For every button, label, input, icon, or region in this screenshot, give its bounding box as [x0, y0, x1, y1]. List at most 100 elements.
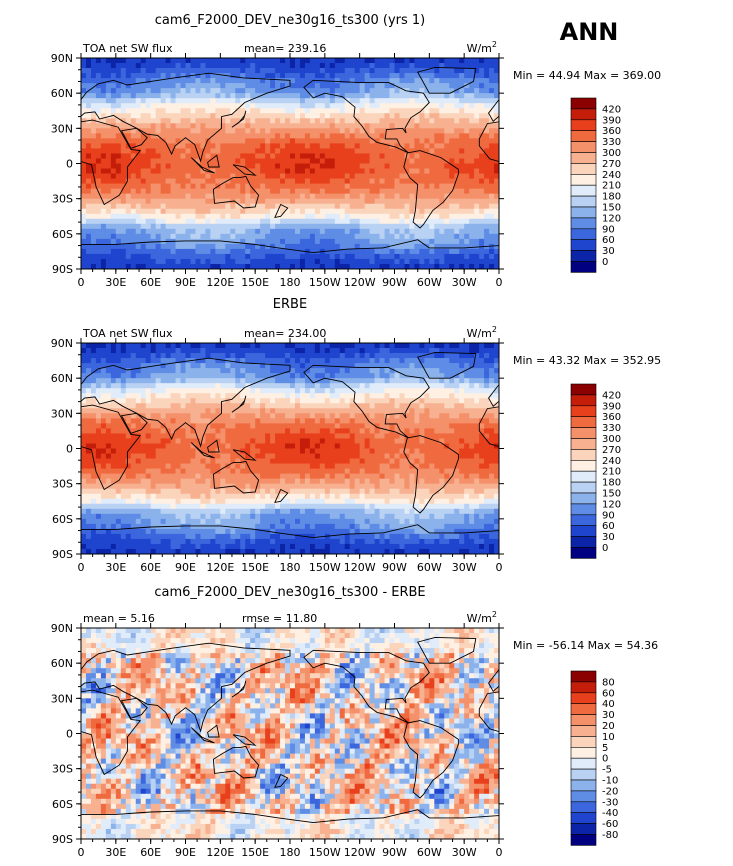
x-tick-label: 150E — [241, 276, 269, 289]
colorbar-label: 300 — [602, 148, 621, 159]
colorbar-swatch — [570, 703, 597, 715]
colorbar-label: 300 — [602, 434, 621, 445]
colorbar-swatch — [570, 184, 597, 197]
mean-label: rmse = 11.80 — [242, 612, 317, 625]
colorbar-label: 270 — [602, 159, 621, 170]
colorbar-swatch — [570, 217, 597, 230]
colorbar-label: 270 — [602, 445, 621, 456]
colorbar-label: -20 — [602, 786, 618, 797]
colorbar-label: 90 — [602, 224, 615, 235]
colorbar-label: 10 — [602, 732, 615, 743]
coastline — [207, 439, 220, 453]
coastline — [231, 110, 247, 128]
coastline — [120, 127, 148, 149]
colorbar-swatch — [570, 757, 597, 770]
colorbar-label: 420 — [602, 104, 621, 115]
coastline — [303, 79, 430, 154]
y-tick-label: 90N — [51, 622, 73, 635]
colorbar-swatch — [570, 239, 597, 251]
units-label: W/m2 — [467, 325, 497, 340]
coastline — [274, 773, 289, 789]
colorbar-swatch — [570, 692, 597, 704]
colorbar-swatch — [570, 514, 597, 526]
x-tick-label: 150W — [309, 561, 341, 574]
colorbar-swatch — [570, 670, 597, 683]
mean-label: mean= 239.16 — [244, 42, 326, 55]
x-tick-label: 120E — [206, 846, 234, 859]
colorbar-label: 0 — [602, 543, 608, 554]
colorbar-label: 90 — [602, 510, 615, 521]
colorbar-swatch — [570, 470, 597, 483]
coastline — [81, 357, 291, 448]
colorbar-swatch — [570, 130, 597, 142]
x-tick-label: 120E — [206, 561, 234, 574]
colorbar-label: -30 — [602, 797, 618, 808]
season-label: ANN — [560, 18, 619, 46]
colorbar-label: 360 — [602, 126, 621, 137]
x-tick-label: 0 — [496, 561, 503, 574]
y-tick-label: 60N — [51, 87, 73, 100]
y-tick-label: 60S — [52, 513, 73, 526]
y-tick-label: 90S — [52, 548, 73, 561]
colorbar-swatch — [570, 394, 597, 407]
panel-3: cam6_F2000_DEV_ne30g16_ts300 - ERBE mean … — [51, 585, 658, 859]
x-tick-label: 90W — [382, 561, 407, 574]
min-max-label: Min = 44.94 Max = 369.00 — [513, 69, 661, 82]
y-tick-label: 90N — [51, 52, 73, 65]
coastline — [403, 435, 459, 514]
coastline — [488, 383, 499, 408]
variable-label: mean = 5.16 — [83, 612, 155, 625]
colorbar-swatch — [570, 438, 597, 450]
colorbar-swatch — [570, 206, 597, 219]
coastline — [81, 404, 142, 491]
colorbar-label: 240 — [602, 170, 621, 181]
coastline — [232, 164, 257, 176]
coastline — [488, 98, 499, 123]
colorbar-swatch — [570, 779, 597, 792]
x-tick-label: 0 — [496, 846, 503, 859]
x-tick-label: 150E — [241, 846, 269, 859]
coastline — [231, 395, 247, 413]
colorbar-label: 40 — [602, 699, 615, 710]
colorbar-label: -10 — [602, 776, 618, 787]
colorbar-swatch — [570, 97, 597, 110]
mean-label: mean= 234.00 — [244, 327, 326, 340]
x-tick-label: 60E — [140, 561, 161, 574]
y-tick-label: 60S — [52, 228, 73, 241]
colorbar-swatch — [570, 416, 597, 428]
colorbar-swatch — [570, 261, 597, 273]
colorbar-label: 240 — [602, 456, 621, 467]
colorbar-label: 330 — [602, 137, 621, 148]
colorbar-swatch — [570, 481, 597, 494]
map-field — [81, 343, 499, 554]
coastline — [81, 119, 142, 206]
x-tick-label: 30E — [105, 276, 126, 289]
coastline — [207, 724, 220, 738]
colorbar-swatch — [570, 503, 597, 516]
panel-1: cam6_F2000_DEV_ne30g16_ts300 (yrs 1) TOA … — [51, 13, 661, 289]
colorbar-label: 120 — [602, 499, 621, 510]
y-tick-label: 30N — [51, 407, 73, 420]
colorbar-label: 60 — [602, 235, 615, 246]
colorbar-label: 30 — [602, 710, 615, 721]
colorbar-swatch — [570, 801, 597, 813]
colorbar-label: 80 — [602, 677, 615, 688]
x-tick-label: 120W — [344, 276, 376, 289]
x-tick-label: 150W — [309, 846, 341, 859]
colorbar-swatch — [570, 152, 597, 164]
colorbar-label: 360 — [602, 412, 621, 423]
coastline — [478, 691, 499, 733]
colorbar-label: 60 — [602, 688, 615, 699]
coastline — [190, 442, 215, 459]
x-tick-label: 60E — [140, 846, 161, 859]
y-tick-label: 30S — [52, 478, 73, 491]
coastline — [81, 809, 499, 824]
colorbar-swatch — [570, 525, 597, 537]
x-tick-label: 30W — [452, 561, 477, 574]
colorbar-label: 390 — [602, 401, 621, 412]
x-tick-label: 120E — [206, 276, 234, 289]
colorbar-label: 390 — [602, 115, 621, 126]
colorbar-label: -40 — [602, 808, 618, 819]
